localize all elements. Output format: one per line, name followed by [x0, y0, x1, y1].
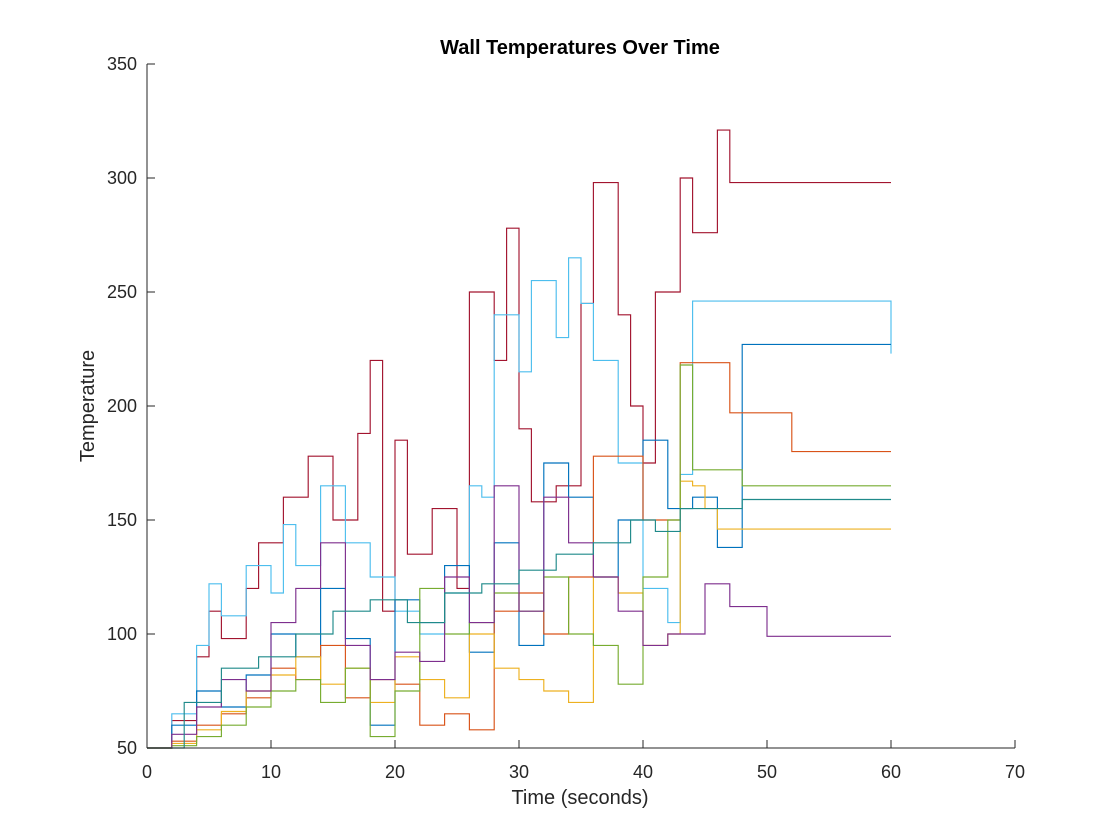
series-layer	[147, 129, 892, 749]
y-tick-label: 350	[107, 54, 137, 74]
series-line-8	[147, 498, 891, 749]
series-line-6	[147, 364, 891, 749]
series-line-7	[147, 485, 891, 749]
x-tick-label: 50	[757, 762, 777, 782]
x-tick-label: 40	[633, 762, 653, 782]
x-axis-title: Time (seconds)	[511, 787, 648, 809]
chart-title: Wall Temperatures Over Time	[440, 37, 720, 59]
x-tick-label: 60	[881, 762, 901, 782]
x-tick-label: 30	[509, 762, 529, 782]
x-tick-label: 70	[1005, 762, 1025, 782]
x-tick-label: 0	[142, 762, 152, 782]
series-line-3	[147, 343, 891, 749]
y-tick-label: 50	[117, 738, 137, 758]
y-ticks: 50 100 150 200 250 300 350	[107, 54, 155, 758]
series-line-1	[147, 129, 891, 749]
x-tick-label: 20	[385, 762, 405, 782]
y-axis-title: Temperature	[77, 350, 99, 462]
y-tick-label: 100	[107, 624, 137, 644]
x-ticks: 0 10 20 30 40 50 60 70	[142, 740, 1025, 782]
x-tick-label: 10	[261, 762, 281, 782]
y-tick-label: 250	[107, 282, 137, 302]
y-tick-label: 200	[107, 396, 137, 416]
y-tick-label: 150	[107, 510, 137, 530]
y-tick-label: 300	[107, 168, 137, 188]
